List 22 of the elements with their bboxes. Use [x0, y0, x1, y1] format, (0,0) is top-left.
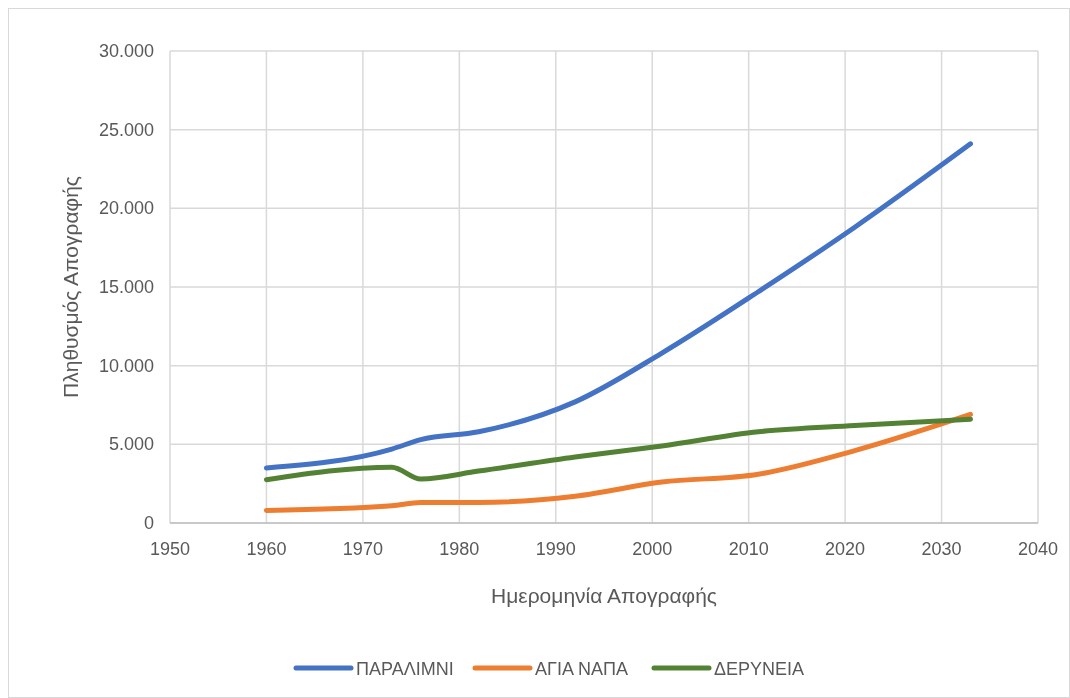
x-tick-label: 2000: [632, 539, 673, 559]
x-axis-title: Ημερομηνία Απογραφής: [491, 584, 717, 607]
x-tick-label: 2040: [1017, 539, 1059, 559]
y-tick-label: 20.000: [98, 198, 154, 219]
y-tick-label: 15.000: [98, 277, 154, 297]
x-tick-label: 1970: [342, 539, 383, 559]
x-tick-label: 1980: [439, 539, 480, 559]
x-tick-label: 2020: [825, 539, 866, 559]
y-tick-label: 25.000: [98, 119, 154, 140]
y-tick-label: 0: [143, 513, 154, 533]
x-tick-label: 1950: [149, 539, 191, 559]
legend-label: ΠΑΡΑΛΙΜΝΙ: [356, 659, 454, 679]
y-tick-label: 10.000: [98, 355, 154, 376]
x-tick-label: 2010: [728, 539, 769, 559]
y-tick-label: 5.000: [108, 434, 154, 455]
y-tick-label: 30.000: [98, 41, 154, 61]
legend-label: ΑΓΙΑ ΝΑΠΑ: [535, 659, 628, 679]
x-tick-label: 1990: [535, 539, 576, 559]
y-axis-title: Πληθυσμός Απογραφής: [59, 176, 82, 398]
x-tick-label: 2030: [921, 539, 962, 559]
legend-label: ΔΕΡΥΝΕΙΑ: [714, 659, 805, 679]
x-tick-label: 1960: [246, 539, 287, 559]
